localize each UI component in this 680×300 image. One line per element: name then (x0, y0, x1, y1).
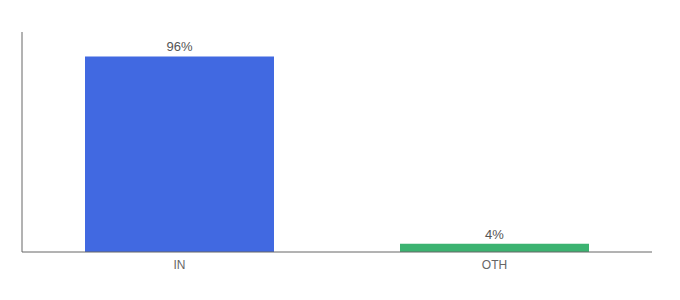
svg-text:96%: 96% (166, 39, 192, 54)
svg-text:4%: 4% (485, 227, 504, 242)
svg-text:OTH: OTH (482, 258, 507, 272)
svg-text:IN: IN (174, 258, 186, 272)
